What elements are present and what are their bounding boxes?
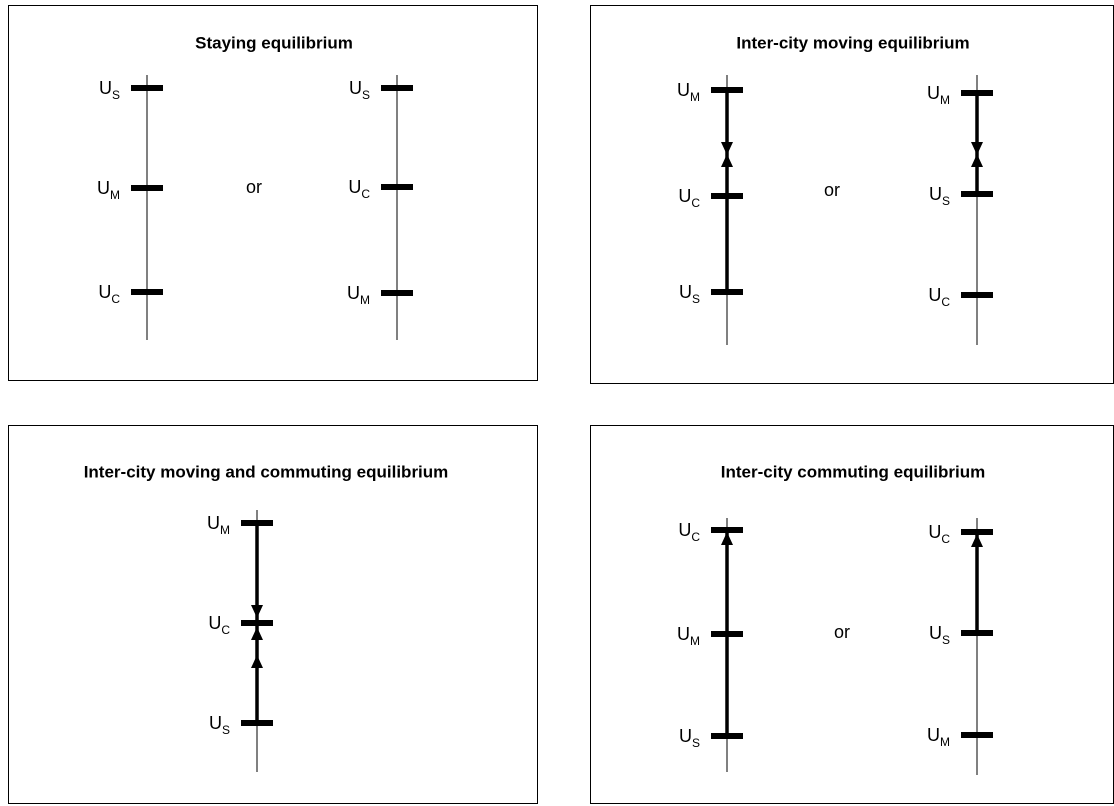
arrowhead [721, 154, 733, 167]
panel: Inter-city moving and commuting equilibr… [8, 425, 538, 804]
label-sub: C [941, 295, 950, 309]
label-base: U [207, 513, 220, 533]
label-sub: M [690, 634, 700, 648]
label-base: U [929, 623, 942, 643]
label-base: U [928, 522, 941, 542]
level-label: UC [678, 186, 700, 210]
level-label: US [209, 713, 230, 737]
arrowhead [721, 532, 733, 545]
label-sub: C [361, 187, 370, 201]
panel-border [590, 425, 1114, 804]
level-label: UM [97, 178, 120, 202]
panel-border [8, 425, 538, 804]
level-label: UC [208, 613, 230, 637]
label-sub: M [220, 523, 230, 537]
label-base: U [349, 78, 362, 98]
level-label: UM [347, 283, 370, 307]
arrowhead [251, 627, 263, 640]
panel-title: Staying equilibrium [195, 33, 353, 52]
label-base: U [677, 80, 690, 100]
level-label: UC [678, 520, 700, 544]
label-sub: M [110, 188, 120, 202]
level-label: UM [207, 513, 230, 537]
label-base: U [927, 83, 940, 103]
arrowhead [251, 605, 263, 618]
level-label: UM [677, 624, 700, 648]
arrowhead [971, 142, 983, 155]
label-sub: S [942, 194, 950, 208]
label-sub: S [112, 88, 120, 102]
label-sub: S [222, 723, 230, 737]
label-base: U [208, 613, 221, 633]
separator: or [834, 622, 850, 642]
label-base: U [929, 184, 942, 204]
label-base: U [927, 725, 940, 745]
label-base: U [348, 177, 361, 197]
label-base: U [97, 178, 110, 198]
level-label: US [679, 726, 700, 750]
level-label: UM [927, 83, 950, 107]
panel-title: Inter-city commuting equilibrium [721, 462, 985, 481]
label-base: U [99, 78, 112, 98]
label-base: U [679, 726, 692, 746]
label-sub: C [111, 292, 120, 306]
label-base: U [98, 282, 111, 302]
level-label: US [679, 282, 700, 306]
panel-title: Inter-city moving and commuting equilibr… [84, 462, 449, 481]
label-sub: M [940, 93, 950, 107]
separator: or [246, 177, 262, 197]
label-base: U [678, 186, 691, 206]
level-label: US [929, 623, 950, 647]
label-base: U [209, 713, 222, 733]
label-sub: C [221, 623, 230, 637]
label-sub: M [690, 90, 700, 104]
arrowhead [721, 142, 733, 155]
arrowhead [971, 534, 983, 547]
label-base: U [928, 285, 941, 305]
label-base: U [347, 283, 360, 303]
panel-border [8, 5, 538, 381]
label-sub: M [940, 735, 950, 749]
arrowhead [971, 154, 983, 167]
arrowhead [251, 655, 263, 668]
label-base: U [678, 520, 691, 540]
label-sub: M [360, 293, 370, 307]
panel-title: Inter-city moving equilibrium [736, 33, 969, 52]
level-label: UM [677, 80, 700, 104]
label-sub: S [942, 633, 950, 647]
label-base: U [677, 624, 690, 644]
separator: or [824, 180, 840, 200]
level-label: US [349, 78, 370, 102]
level-label: UC [928, 285, 950, 309]
panel-border [590, 5, 1114, 384]
label-sub: S [692, 292, 700, 306]
level-label: UM [927, 725, 950, 749]
label-base: U [679, 282, 692, 302]
label-sub: C [941, 532, 950, 546]
level-label: US [99, 78, 120, 102]
label-sub: C [691, 196, 700, 210]
label-sub: S [692, 736, 700, 750]
panel: Inter-city commuting equilibriumorUCUMUS… [590, 425, 1114, 804]
level-label: UC [98, 282, 120, 306]
label-sub: C [691, 530, 700, 544]
level-label: US [929, 184, 950, 208]
level-label: UC [348, 177, 370, 201]
label-sub: S [362, 88, 370, 102]
panel: Inter-city moving equilibriumorUMUCUSUMU… [590, 5, 1114, 384]
level-label: UC [928, 522, 950, 546]
